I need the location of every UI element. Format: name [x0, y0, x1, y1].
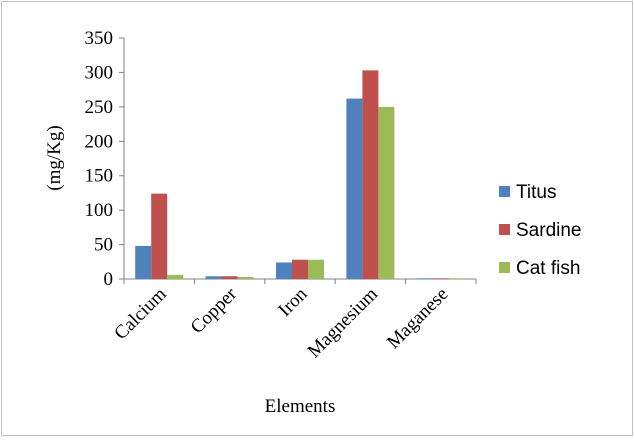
bar-titus-calcium: [135, 245, 152, 279]
y-tick-label: 150: [85, 166, 114, 187]
bar-sardine-copper: [221, 276, 238, 279]
bar-titus-copper: [205, 276, 222, 279]
legend-swatch-cat-fish: [499, 262, 510, 273]
bar-titus-magnesium: [346, 98, 363, 279]
legend-swatch-titus: [499, 186, 510, 197]
bar-cat-fish-iron: [308, 259, 324, 279]
legend-label-sardine: Sardine: [516, 220, 582, 241]
bar-sardine-magnesium: [362, 70, 379, 279]
legend-label-cat-fish: Cat fish: [516, 258, 580, 279]
legend: Titus Sardine Cat fish: [499, 182, 582, 279]
bar-cat-fish-calcium: [167, 274, 184, 279]
bar-sardine-maganese: [432, 278, 449, 280]
y-axis-title: (mg/Kg): [44, 125, 65, 190]
legend-label-titus: Titus: [516, 182, 556, 203]
y-tick-label: 50: [94, 235, 113, 256]
bar-sardine-calcium: [151, 193, 168, 279]
bar-sardine-iron: [292, 259, 308, 279]
y-tick-label: 100: [85, 200, 114, 221]
x-axis-title: Elements: [265, 396, 336, 417]
y-tick-label: 250: [85, 97, 114, 118]
y-axis-ticks: 0 50 100 150 200 250 300 350: [85, 28, 124, 290]
bar-titus-iron: [276, 262, 292, 279]
bar-cat-fish-magnesium: [378, 106, 395, 279]
bar-cat-fish-maganese: [448, 278, 465, 280]
y-tick-label: 200: [85, 131, 114, 152]
bar-cat-fish-copper: [237, 276, 254, 279]
y-tick-label: 350: [85, 28, 114, 49]
y-tick-label: 300: [85, 62, 114, 83]
bar-titus-maganese: [416, 278, 433, 280]
y-tick-label: 0: [104, 269, 114, 290]
bar-series-group: [135, 70, 465, 280]
legend-swatch-sardine: [499, 224, 510, 235]
